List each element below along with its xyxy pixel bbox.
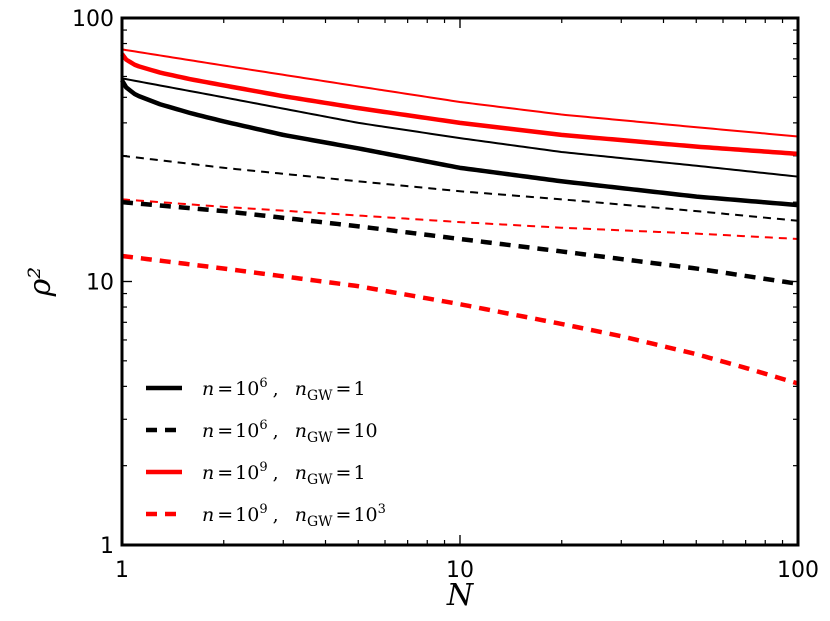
legend-exp: 9 <box>259 460 267 475</box>
x-axis-label: N <box>446 578 475 613</box>
legend-sep: , <box>273 420 279 442</box>
legend-eq2: = <box>336 420 352 442</box>
series-line-thin-black-dashed <box>121 154 799 222</box>
legend-ngw-sub: GW <box>307 388 333 404</box>
legend-ngw-sub: GW <box>307 430 333 446</box>
series-line-n6-ngw1 <box>120 79 799 208</box>
legend-value: 10 <box>353 420 377 442</box>
y-axis-label: ρ² <box>23 267 58 298</box>
legend-exp: 6 <box>259 418 267 433</box>
legend-eq2: = <box>336 504 352 526</box>
legend-eq2: = <box>336 462 352 484</box>
legend-ngw: n <box>295 378 307 400</box>
legend-base: 10 <box>235 504 259 526</box>
legend-base: 10 <box>235 420 259 442</box>
legend-n: n <box>202 420 214 442</box>
legend-sep: , <box>273 462 279 484</box>
series-line-n6-ngw10 <box>121 199 799 287</box>
legend-n: n <box>202 504 214 526</box>
legend-entry-n6-ngw10: n = 106, nGW = 10 <box>202 418 378 446</box>
legend-eq: = <box>217 504 233 526</box>
legend-entry-n6-ngw1: n = 106, nGW = 1 <box>202 376 366 404</box>
legend-n: n <box>202 378 214 400</box>
legend-ngw: n <box>295 420 307 442</box>
legend-value: 1 <box>353 378 365 400</box>
legend-ngw-sub: GW <box>307 472 333 488</box>
x-tick-label: 1 <box>115 558 129 583</box>
legend-base: 10 <box>235 378 259 400</box>
legend: n = 106, nGW = 1n = 106, nGW = 10n = 109, nGW = 1n = 109,… <box>146 376 386 530</box>
legend-value: 10 <box>353 504 377 526</box>
series-line-n9-ngw1 <box>120 52 799 157</box>
legend-value-exp: 3 <box>378 502 386 517</box>
legend-entry-n9-ngw1: n = 109, nGW = 1 <box>202 460 366 488</box>
series-line-thin-black-solid <box>121 77 799 178</box>
series-line-thin-red-dashed <box>121 198 799 240</box>
legend-ngw-sub: GW <box>307 514 333 530</box>
legend-sep: , <box>273 378 279 400</box>
data-series <box>120 48 799 386</box>
plot-frame <box>120 16 800 547</box>
legend-ngw: n <box>295 462 307 484</box>
legend-exp: 6 <box>259 376 267 391</box>
legend-value: 1 <box>353 462 365 484</box>
legend-eq: = <box>217 420 233 442</box>
legend-sep: , <box>273 504 279 526</box>
y-tick-label: 10 <box>86 271 114 296</box>
legend-entry-n9-ngw1000: n = 109, nGW = 103 <box>202 502 386 530</box>
x-tick-label: 100 <box>777 558 819 583</box>
series-line-n9-ngw1000 <box>121 253 799 386</box>
y-tick-label: 100 <box>72 7 114 32</box>
legend-eq2: = <box>336 378 352 400</box>
legend-ngw: n <box>295 504 307 526</box>
legend-eq: = <box>217 462 233 484</box>
legend-exp: 9 <box>259 502 267 517</box>
axis-labels: 1 10 100 1 10 100 Nρ² <box>23 7 819 613</box>
x-tick-label: 10 <box>446 558 474 583</box>
legend-eq: = <box>217 378 233 400</box>
series-line-thin-red-solid <box>121 48 799 138</box>
legend-base: 10 <box>235 462 259 484</box>
y-tick-label: 1 <box>100 534 114 559</box>
legend-n: n <box>202 462 214 484</box>
